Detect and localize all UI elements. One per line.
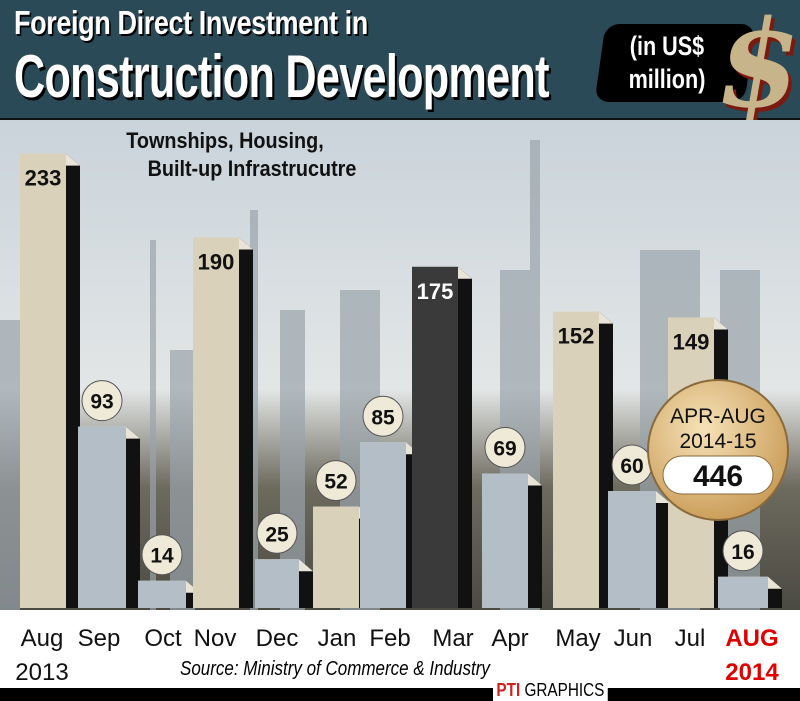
bar-aug-0: 233 (20, 153, 80, 608)
unit-line2: million) (628, 64, 706, 94)
label-circle (81, 380, 123, 422)
title-line1: Foreign Direct Investment in (14, 4, 368, 41)
callout-line1: APR-AUG (670, 405, 766, 428)
x-tick-label: May (555, 625, 600, 652)
source-note: Source: Ministry of Commerce & Industry (180, 658, 490, 680)
x-tick-label: Feb (369, 625, 410, 652)
unit-line1: (in US$ (629, 31, 705, 61)
bar-side (528, 473, 542, 608)
data-label: 190 (198, 250, 235, 275)
building (250, 210, 258, 610)
bar-apr-8: 69 (482, 426, 542, 608)
bar-nov-3: 190 (193, 237, 253, 608)
data-label: 69 (493, 437, 516, 460)
bar-face (482, 473, 528, 608)
bar-mar-7: 175 (412, 266, 472, 608)
title-line2: Construction Development (14, 43, 549, 110)
label-circle (722, 530, 764, 572)
year-label-first: 2013 (15, 659, 68, 686)
x-tick-label: Jan (318, 625, 357, 652)
x-tick-label: Sep (78, 625, 121, 652)
bar-may-9: 152 (553, 311, 613, 608)
building (530, 140, 540, 610)
label-circle (256, 512, 298, 554)
bar-face (412, 266, 458, 608)
credit-text: GRAPHICS (524, 680, 605, 700)
label-circle (362, 395, 404, 437)
bar-jun-10: 60 (608, 444, 670, 608)
bar-face (553, 311, 599, 608)
bar-face (20, 153, 66, 608)
data-label: 85 (371, 406, 395, 429)
x-tick-label: Mar (432, 625, 473, 652)
data-label: 149 (673, 329, 710, 354)
year-label-last: 2014 (725, 659, 779, 686)
label-circle (315, 460, 357, 502)
x-tick-label: Jun (614, 625, 653, 652)
data-label: 25 (265, 523, 289, 546)
bar-face (138, 580, 186, 608)
bar-chart: 233 93 14 190 25 52 85 175 69 152 60 149 16 Township… (0, 120, 800, 610)
bar-face (255, 559, 299, 608)
bar-face (360, 442, 406, 608)
bar-face (78, 426, 126, 608)
bar-sep-1: 93 (78, 380, 140, 608)
dollar-icon: $ (705, 0, 800, 135)
callout-value: 446 (693, 460, 743, 493)
bar-aug-12: 16 (718, 530, 782, 608)
x-axis: Aug Sep Oct Nov Dec Jan Feb Mar Apr May Jun Jul AUG 2… (15, 625, 779, 686)
footer: Aug Sep Oct Nov Dec Jan Feb Mar Apr May Jun Jul AUG 2… (0, 610, 800, 688)
total-callout: APR-AUG 2014-15 446 (647, 379, 789, 521)
bar-face (193, 237, 239, 608)
data-label: 16 (731, 541, 754, 564)
bar-side (239, 237, 253, 608)
x-tick-label: Jul (675, 625, 706, 652)
building (0, 320, 20, 610)
data-label: 14 (150, 545, 174, 568)
x-tick-label: Aug (21, 625, 64, 652)
credit: PTI GRAPHICS (493, 680, 608, 701)
callout-line2: 2014-15 (679, 430, 756, 453)
data-label: 152 (558, 324, 595, 349)
x-tick-label: Nov (194, 625, 237, 652)
bar-side (66, 153, 80, 608)
data-label: 60 (620, 455, 643, 478)
data-label: 52 (324, 471, 347, 494)
x-tick-label: Dec (256, 625, 299, 652)
bar-side (656, 491, 670, 608)
unit-label: (in US$ million) (623, 30, 711, 96)
x-tick-label: AUG (725, 625, 778, 652)
subtitle-line2: Built-up Infrastrucutre (148, 157, 357, 181)
bar-face (718, 576, 768, 608)
label-circle (484, 426, 526, 468)
subtitle-line1: Townships, Housing, (126, 129, 323, 153)
x-tick-label: Apr (491, 625, 528, 652)
bar-oct-2: 14 (138, 534, 200, 608)
bar-face (608, 491, 656, 608)
data-label: 233 (25, 166, 62, 191)
bar-side (299, 559, 313, 608)
label-circle (141, 534, 183, 576)
bar-dec-4: 25 (255, 512, 313, 608)
x-tick-label: Oct (144, 625, 182, 652)
data-label: 175 (417, 279, 454, 304)
bar-side (458, 266, 472, 608)
data-label: 93 (90, 391, 113, 414)
header: Foreign Direct Investment in Constructio… (0, 0, 800, 135)
bar-face (313, 506, 359, 608)
bar-side (126, 426, 140, 608)
building (150, 240, 156, 610)
pti-logo: PTI (496, 680, 521, 700)
